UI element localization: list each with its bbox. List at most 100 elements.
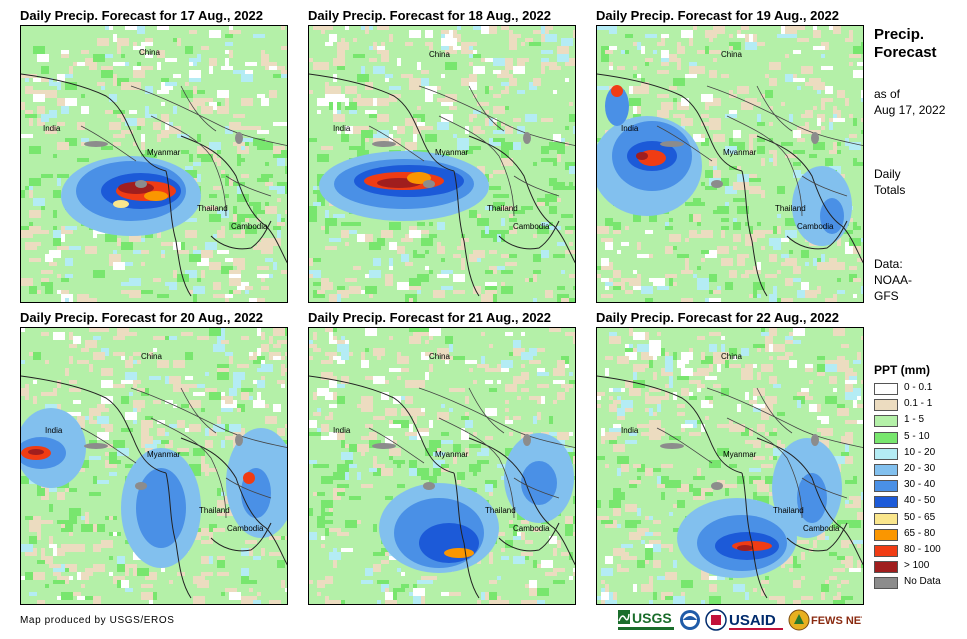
no-data-area — [423, 482, 435, 490]
country-border — [80, 427, 137, 464]
legend-label: 1 - 5 — [904, 414, 925, 426]
precip-area — [113, 200, 129, 208]
panel-title-17: Daily Precip. Forecast for 17 Aug., 2022 — [20, 8, 264, 23]
coastline — [453, 472, 480, 599]
legend-title: PPT (mm) — [874, 363, 931, 377]
precip-area — [243, 472, 255, 484]
precip-area — [444, 548, 474, 558]
precip-area — [144, 191, 168, 201]
data-source-line3: GFS — [874, 289, 899, 303]
coastline — [21, 73, 167, 172]
coastline — [468, 437, 575, 566]
place-label-myanmar: Myanmar — [435, 148, 469, 157]
precip-area — [407, 172, 431, 184]
place-label-india: India — [333, 124, 351, 133]
precip-area — [605, 86, 629, 126]
country-border — [801, 175, 848, 197]
place-label-cambodia: Cambodia — [797, 222, 834, 231]
precip-map-17: China India Myanmar Thailand Cambodia — [20, 25, 288, 303]
legend-swatch — [874, 561, 898, 574]
totals-line2: Totals — [874, 183, 906, 197]
coastline — [210, 522, 272, 552]
panel-title-20: Daily Precip. Forecast for 20 Aug., 2022 — [20, 310, 264, 325]
coastline — [498, 220, 560, 250]
place-label-china: China — [721, 50, 742, 59]
place-label-india: India — [333, 426, 351, 435]
country-border — [225, 477, 272, 499]
sidebar-title-line2: Forecast — [874, 44, 937, 61]
coastline — [180, 437, 287, 566]
country-border — [801, 477, 848, 499]
precip-map-22: China India Myanmar Thailand Cambodia — [596, 327, 864, 605]
no-data-area — [811, 434, 819, 446]
no-data-area — [660, 141, 684, 147]
no-data-area — [660, 443, 684, 449]
country-border — [150, 417, 227, 519]
noaa-logo — [679, 606, 701, 634]
place-label-china: China — [721, 352, 742, 361]
panel-title-18: Daily Precip. Forecast for 18 Aug., 2022 — [308, 8, 552, 23]
coastline — [756, 135, 863, 264]
place-label-cambodia: Cambodia — [513, 222, 550, 231]
country-border — [513, 175, 560, 197]
legend-label: 30 - 40 — [904, 479, 936, 491]
sidebar-title: Precip. Forecast — [874, 26, 937, 62]
panel-title-22: Daily Precip. Forecast for 22 Aug., 2022 — [596, 310, 840, 325]
place-label-thailand: Thailand — [775, 204, 806, 213]
no-data-area — [84, 141, 108, 147]
country-border — [468, 85, 505, 132]
place-label-china: China — [139, 48, 160, 57]
place-label-china: China — [429, 352, 450, 361]
no-data-area — [235, 434, 243, 446]
no-data-area — [423, 180, 435, 188]
map-canvas — [21, 328, 287, 604]
country-border — [726, 417, 803, 519]
legend-label: 0 - 0.1 — [904, 382, 933, 393]
coastline — [498, 522, 560, 552]
legend-label: No Data — [904, 576, 941, 588]
as-of-label: as of — [874, 87, 901, 101]
coastline — [21, 375, 167, 474]
country-border — [180, 387, 217, 434]
country-border — [368, 125, 425, 162]
place-label-cambodia: Cambodia — [231, 222, 268, 231]
precip-area — [797, 473, 827, 523]
country-border — [150, 115, 227, 217]
coastline — [180, 135, 287, 264]
country-border — [706, 387, 863, 448]
legend-swatch — [874, 545, 898, 557]
map-canvas — [597, 26, 863, 302]
noaa-logo-icon — [680, 610, 700, 630]
no-data-area — [523, 434, 531, 446]
place-label-india: India — [621, 426, 639, 435]
place-label-thailand: Thailand — [773, 506, 804, 515]
coastline — [309, 73, 455, 172]
country-border — [438, 115, 515, 217]
legend-swatch — [874, 431, 898, 444]
no-data-area — [372, 443, 396, 449]
precip-area — [136, 468, 186, 548]
map-canvas — [597, 328, 863, 604]
coastline — [468, 135, 575, 264]
legend-swatch — [874, 512, 898, 525]
usgs-logo-text: USGS — [632, 610, 672, 626]
country-border — [418, 85, 575, 146]
fewsnet-logo: FEWS NET — [788, 606, 868, 634]
coastline — [453, 170, 480, 297]
place-label-china: China — [141, 352, 162, 361]
legend-label: 65 - 80 — [904, 527, 936, 539]
country-border — [756, 387, 793, 434]
country-border — [726, 115, 803, 217]
country-border — [438, 417, 515, 519]
coastline — [741, 472, 768, 599]
fewsnet-logo-text: FEWS NET — [811, 615, 862, 627]
precip-map-18: China India Myanmar Thailand Cambodia — [308, 25, 576, 303]
coastline — [597, 375, 743, 474]
place-label-myanmar: Myanmar — [435, 450, 469, 459]
no-data-area — [711, 180, 723, 188]
legend-label: 10 - 20 — [904, 446, 936, 458]
legend-label: 50 - 65 — [904, 511, 936, 523]
totals-line1: Daily — [874, 167, 901, 181]
legend-swatch — [874, 415, 898, 428]
legend-label: 80 - 100 — [904, 544, 941, 555]
